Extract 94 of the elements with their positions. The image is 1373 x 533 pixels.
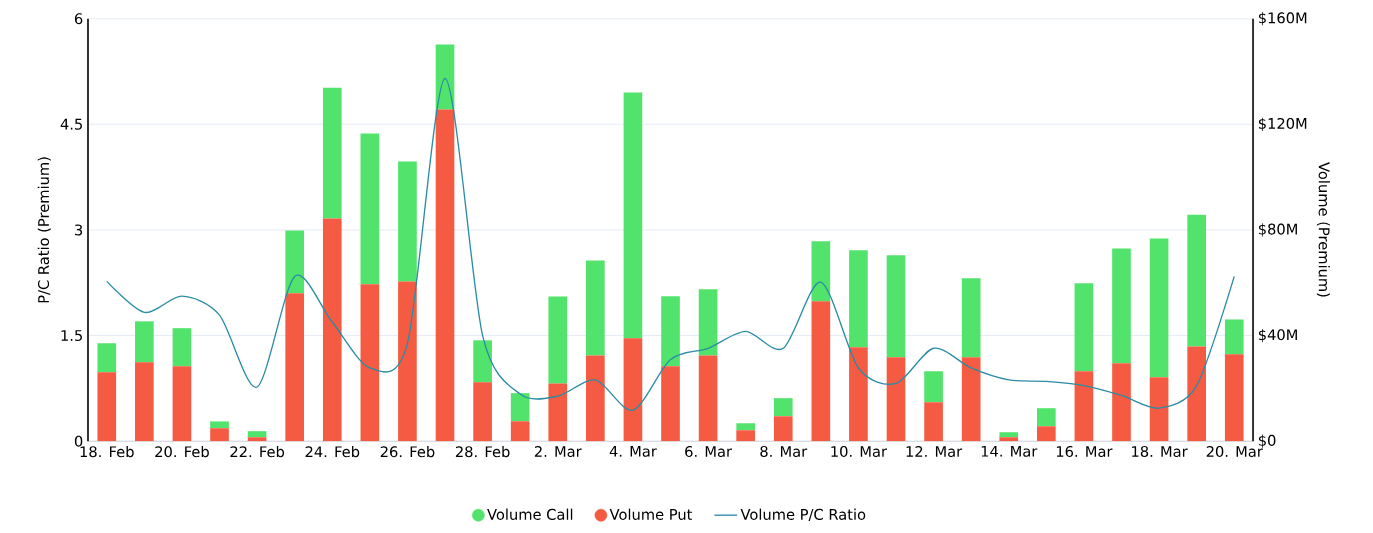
bar bbox=[736, 430, 756, 442]
bar bbox=[360, 284, 380, 442]
bar bbox=[510, 421, 530, 442]
bar bbox=[473, 340, 492, 383]
x-tick-label: 28. Feb bbox=[455, 445, 510, 458]
y2-tick-label: $120M bbox=[1258, 117, 1307, 131]
y-tick-label: 1.5 bbox=[61, 330, 82, 341]
x-tick-label: 12. Mar bbox=[906, 445, 963, 457]
y2-tick-label: $40M bbox=[1258, 328, 1297, 343]
bar bbox=[999, 432, 1019, 438]
bar bbox=[473, 382, 492, 442]
line-series bbox=[106, 77, 1235, 411]
bar bbox=[924, 402, 943, 442]
x-tick-label: 4. Mar bbox=[609, 445, 657, 457]
bar bbox=[285, 293, 305, 442]
bar bbox=[1187, 346, 1206, 442]
bar bbox=[285, 230, 305, 294]
x-tick-label: 6. Mar bbox=[685, 445, 733, 457]
bar bbox=[135, 362, 154, 442]
bar bbox=[135, 321, 154, 363]
bar bbox=[811, 301, 831, 442]
bar bbox=[849, 250, 868, 348]
y2-tick-label: $160M bbox=[1258, 11, 1307, 26]
bar bbox=[586, 355, 605, 442]
x-tick-label: 14. Mar bbox=[981, 445, 1038, 457]
bar bbox=[210, 421, 229, 429]
bar bbox=[398, 281, 417, 442]
bar bbox=[1224, 354, 1244, 442]
x-tick-label: 26. Feb bbox=[380, 445, 435, 458]
bar bbox=[886, 357, 906, 442]
bar bbox=[586, 260, 605, 356]
bar bbox=[247, 431, 267, 438]
bar bbox=[773, 398, 793, 417]
bar bbox=[698, 355, 718, 442]
y-tick-label: 6 bbox=[74, 13, 83, 25]
y-tick-label: 4.5 bbox=[60, 118, 82, 130]
x-tick-label: 18. Feb bbox=[80, 445, 134, 458]
y-axis-title: P/C Ratio (Premium) bbox=[37, 157, 51, 303]
bar bbox=[97, 343, 117, 373]
x-tick-label: 24. Feb bbox=[305, 445, 360, 458]
legend-label: Volume Put bbox=[609, 508, 693, 520]
bar bbox=[1149, 238, 1169, 378]
bar bbox=[999, 437, 1019, 442]
bar bbox=[1112, 248, 1131, 364]
y-tick-label: 0 bbox=[74, 435, 83, 447]
x-tick-label: 2. Mar bbox=[534, 445, 582, 457]
bar bbox=[172, 328, 192, 367]
y2-tick-label: $80M bbox=[1258, 223, 1297, 237]
bar bbox=[736, 423, 756, 431]
bar bbox=[1037, 426, 1056, 442]
bar bbox=[322, 87, 342, 219]
bar bbox=[1187, 214, 1206, 347]
y-tick-label: 3 bbox=[75, 224, 83, 236]
y2-tick-label: $0 bbox=[1258, 434, 1276, 448]
bar bbox=[97, 372, 117, 442]
bar bbox=[435, 109, 455, 442]
bar bbox=[698, 289, 718, 356]
bar bbox=[849, 347, 868, 442]
legend-label: Volume Call bbox=[487, 508, 573, 520]
bar bbox=[1037, 408, 1056, 427]
bar bbox=[1149, 377, 1169, 442]
x-tick-label: 22. Feb bbox=[230, 445, 285, 458]
bar bbox=[1112, 363, 1131, 442]
bar bbox=[322, 218, 342, 442]
bar bbox=[1224, 319, 1244, 355]
bar bbox=[661, 366, 680, 442]
bar bbox=[1074, 283, 1094, 372]
bar bbox=[435, 44, 455, 110]
bar bbox=[548, 296, 568, 384]
x-tick-label: 20. Mar bbox=[1206, 445, 1263, 457]
bar bbox=[360, 133, 380, 285]
bar bbox=[886, 255, 906, 358]
x-tick-label: 18. Mar bbox=[1132, 445, 1188, 457]
bar bbox=[247, 437, 267, 442]
bar bbox=[773, 416, 793, 442]
bar bbox=[623, 338, 643, 442]
bar bbox=[623, 92, 643, 339]
bar bbox=[172, 366, 192, 442]
x-tick-label: 20. Feb bbox=[155, 445, 209, 458]
legend-label: Volume P/C Ratio bbox=[740, 508, 866, 522]
bar bbox=[510, 393, 530, 422]
bar bbox=[210, 428, 229, 442]
bar bbox=[1074, 371, 1094, 442]
bar bbox=[924, 371, 943, 403]
bar bbox=[811, 241, 831, 302]
y2-axis-title: Volume (Premium) bbox=[1316, 162, 1330, 297]
bar bbox=[548, 383, 568, 442]
bar bbox=[961, 357, 981, 442]
bar bbox=[661, 296, 680, 367]
bar bbox=[961, 278, 981, 358]
x-tick-label: 16. Mar bbox=[1056, 445, 1113, 457]
x-tick-label: 10. Mar bbox=[831, 445, 887, 457]
bar bbox=[398, 161, 417, 282]
x-tick-label: 8. Mar bbox=[760, 445, 808, 457]
